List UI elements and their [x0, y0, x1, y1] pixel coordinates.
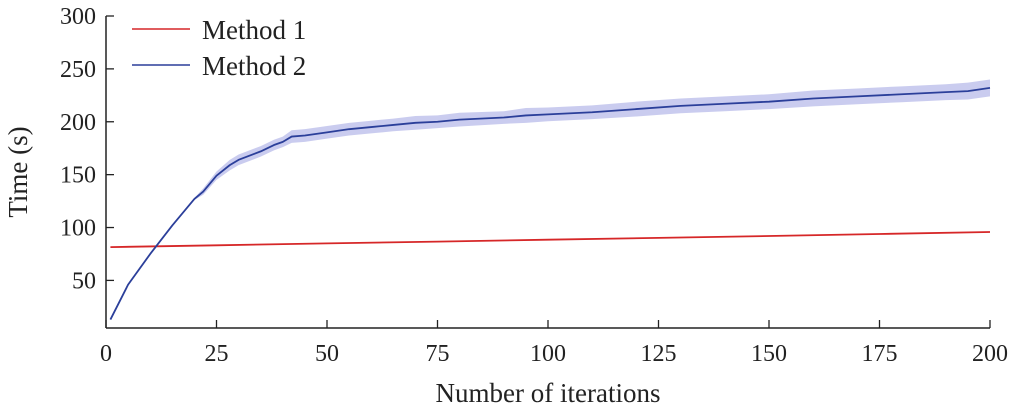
x-tick-label: 100 [530, 341, 566, 367]
y-tick-label: 300 [60, 4, 96, 30]
x-tick-label: 125 [641, 341, 677, 367]
x-tick-label: 25 [205, 341, 229, 367]
confidence-band-series-2 [110, 79, 991, 320]
x-tick-label: 175 [862, 341, 898, 367]
y-axis-title: Time (s) [3, 126, 33, 217]
series-line-1 [110, 231, 991, 248]
x-tick-label: 50 [315, 341, 339, 367]
x-tick-label: 0 [100, 341, 112, 367]
x-tick-label: 200 [972, 341, 1008, 367]
y-tick-label: 100 [60, 216, 96, 242]
x-axis-title: Number of iterations [436, 378, 661, 408]
y-tick-label: 200 [60, 110, 96, 136]
legend-label-method-2: Method 2 [202, 51, 306, 81]
legend: Method 1 Method 2 [132, 15, 306, 81]
y-tick-label: 150 [60, 163, 96, 189]
tick-layer: 0 25 50 75 100 125 150 175 200 50 100 150 200 250 300 [60, 4, 1008, 367]
series-line-2 [109, 87, 991, 320]
y-tick-label: 50 [72, 268, 96, 294]
legend-label-method-1: Method 1 [202, 15, 306, 45]
x-tick-label: 150 [751, 341, 787, 367]
y-tick-label: 250 [60, 57, 96, 83]
confidence-band-layer [110, 79, 991, 320]
series-layer [109, 87, 991, 320]
x-tick-label: 75 [426, 341, 450, 367]
